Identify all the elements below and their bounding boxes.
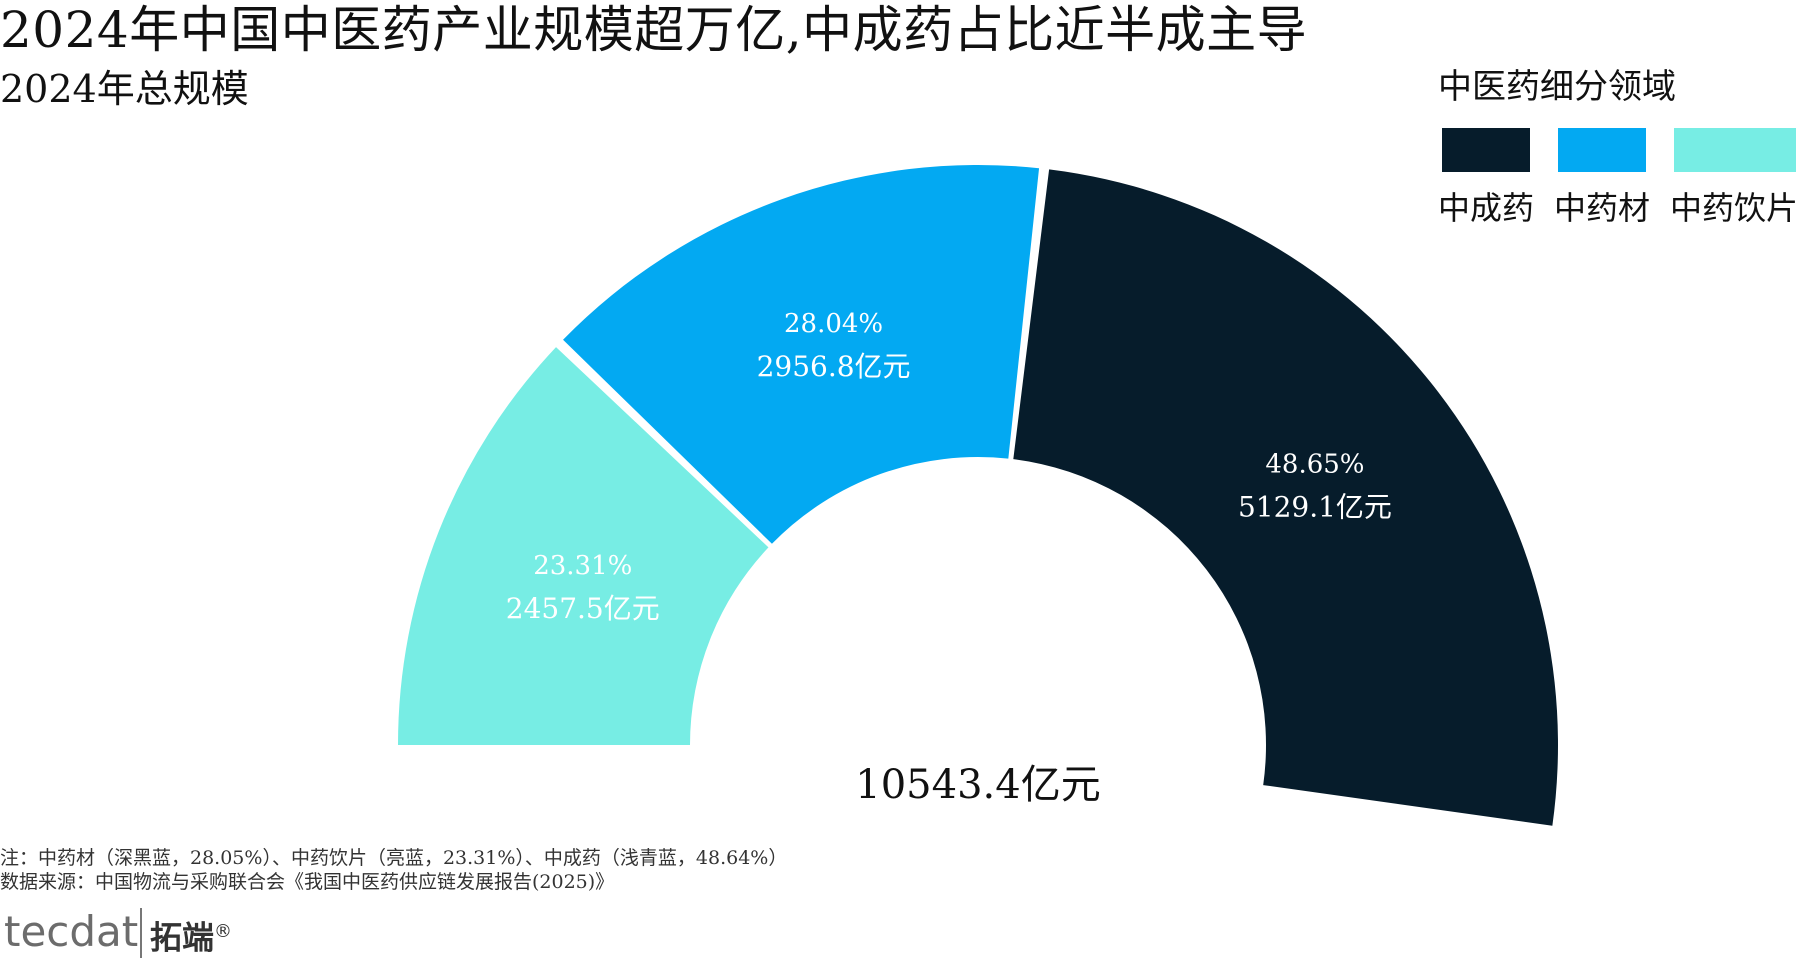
slice-value-label-zhongyaocai: 2956.8亿元 bbox=[757, 350, 911, 383]
legend-label-zhongchengyao: 中成药 bbox=[1438, 189, 1535, 227]
legend-swatch-zhongyaocai bbox=[1558, 128, 1646, 172]
legend-title: 中医药细分领域 bbox=[1438, 67, 1676, 107]
slice-zhongchengyao bbox=[1013, 169, 1558, 826]
chart-source: 数据来源：中国物流与采购联合会《我国中医药供应链发展报告(2025)》 bbox=[0, 871, 615, 893]
slice-value-label-zhongyaoyinpian: 2457.5亿元 bbox=[506, 592, 660, 625]
legend-swatch-zhongchengyao bbox=[1442, 128, 1530, 172]
chart-note: 注：中药材（深黑蓝，28.05%）、中药饮片（亮蓝，23.31%）、中成药（浅青… bbox=[0, 847, 788, 869]
legend-label-zhongyaocai: 中药材 bbox=[1554, 189, 1651, 227]
chart-subtitle: 2024年总规模 bbox=[0, 67, 249, 111]
slice-percent-label-zhongchengyao: 48.65% bbox=[1265, 449, 1364, 479]
logo-chinese: 拓端® bbox=[150, 918, 233, 957]
legend-label-zhongyaoyinpian: 中药饮片 bbox=[1670, 189, 1799, 227]
legend-swatch-zhongyaoyinpian bbox=[1674, 128, 1796, 172]
logo-latin: tecdat bbox=[4, 907, 139, 956]
total-label: 10543.4亿元 bbox=[855, 762, 1100, 808]
slice-percent-label-zhongyaocai: 28.04% bbox=[784, 309, 883, 339]
slice-percent-label-zhongyaoyinpian: 23.31% bbox=[533, 551, 632, 581]
chart-title: 2024年中国中医药产业规模超万亿,中成药占比近半成主导 bbox=[0, 1, 1308, 59]
registered-mark: ® bbox=[214, 921, 233, 942]
slice-zhongyaocai bbox=[563, 165, 1040, 544]
slice-value-label-zhongchengyao: 5129.1亿元 bbox=[1238, 490, 1392, 523]
logo-divider bbox=[140, 908, 142, 958]
slice-zhongyaoyinpian bbox=[398, 347, 769, 745]
